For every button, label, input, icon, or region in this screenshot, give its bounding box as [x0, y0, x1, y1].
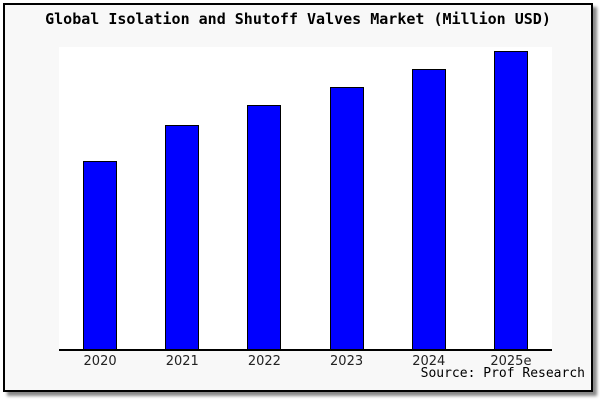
chart-title: Global Isolation and Shutoff Valves Mark…: [45, 10, 551, 28]
bar-2020: [83, 161, 118, 349]
x-tick-label-2023: 2023: [330, 354, 364, 369]
plot-area: [59, 47, 552, 351]
bar-2024: [411, 68, 446, 349]
bar-2023: [329, 86, 364, 349]
bar-2021: [165, 125, 200, 349]
source-credit: Source: Prof Research: [420, 366, 585, 381]
x-tick-label-2020: 2020: [83, 354, 117, 369]
chart-panel: Global Isolation and Shutoff Valves Mark…: [3, 3, 593, 392]
x-tick-label-2024: 2024: [412, 354, 446, 369]
bar-2022: [247, 104, 282, 349]
bar-2025e: [493, 50, 528, 349]
x-tick-label-2022: 2022: [247, 354, 281, 369]
x-tick-label-2025e: 2025e: [490, 354, 532, 369]
x-tick-label-2021: 2021: [165, 354, 199, 369]
